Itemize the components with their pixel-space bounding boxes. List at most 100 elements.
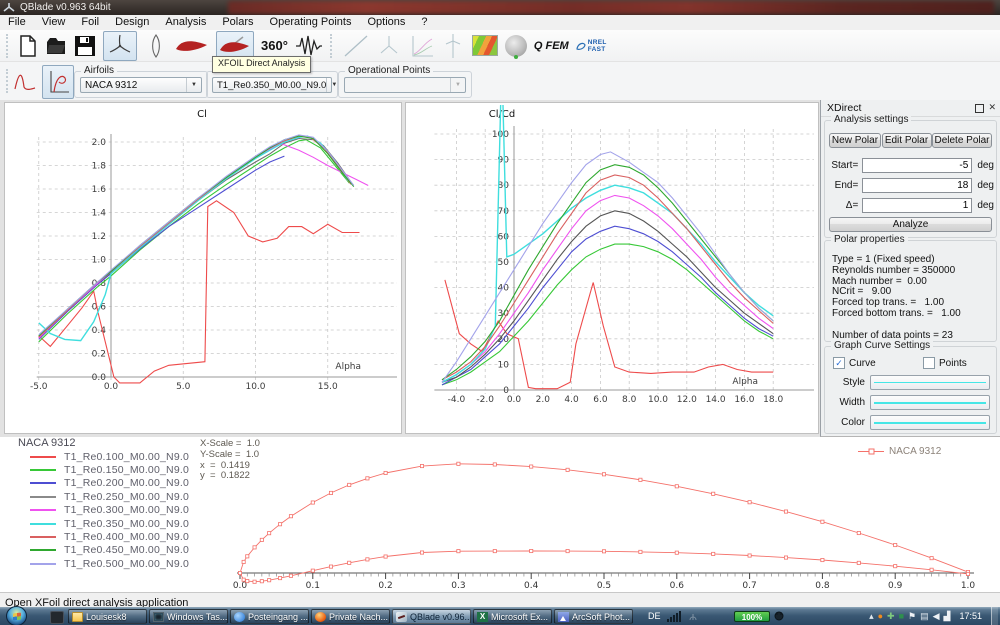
qblade-icon xyxy=(396,612,407,622)
analysis-row-label: Start= xyxy=(827,160,862,171)
inverse-design-button[interactable] xyxy=(295,33,323,59)
show-desktop-button[interactable] xyxy=(991,607,998,625)
windows-update-icon[interactable]: ▤ xyxy=(920,611,929,621)
taskbar-power-area: 100% xyxy=(734,607,785,625)
svg-text:50: 50 xyxy=(498,258,510,268)
action-center-flag-icon[interactable]: ⚑ xyxy=(908,611,916,621)
svg-text:5.0: 5.0 xyxy=(176,382,191,392)
start-angle-input[interactable] xyxy=(862,158,972,173)
label-360: 360° xyxy=(261,38,288,53)
device-sync-icon[interactable]: ✚ xyxy=(887,611,895,621)
toolbar-drag-handle[interactable] xyxy=(6,34,11,58)
taskbar-button-louisesk8[interactable]: Louisesk8 xyxy=(68,609,147,624)
svg-text:15.0: 15.0 xyxy=(318,382,338,392)
rotor-module-button[interactable] xyxy=(377,33,401,59)
blade-line-module-button[interactable] xyxy=(342,33,370,59)
new-project-button[interactable] xyxy=(18,34,38,58)
svg-text:10.0: 10.0 xyxy=(245,382,265,392)
menu-file[interactable]: File xyxy=(0,15,34,30)
network-signal-icon[interactable]: ▟ xyxy=(944,611,951,621)
toolbar-drag-handle[interactable] xyxy=(6,69,11,93)
svg-text:0.0: 0.0 xyxy=(104,382,119,392)
browser-icon xyxy=(315,612,326,622)
taskbar-button-arcsoft-phot[interactable]: ArcSoft Phot... xyxy=(554,609,633,624)
polar-select[interactable]: T1_Re0.350_M0.00_N9.0 ▼ xyxy=(212,77,332,93)
photo-icon xyxy=(558,612,569,622)
rotor-disc-module-icon[interactable] xyxy=(505,35,527,57)
end-angle-input[interactable] xyxy=(862,178,972,193)
dock-close-icon[interactable]: ✕ xyxy=(988,102,996,113)
menu-?[interactable]: ? xyxy=(413,15,435,30)
polar-extrapolation-360-button[interactable]: 360° xyxy=(261,38,288,53)
curve-color-select[interactable] xyxy=(870,415,990,430)
svg-text:70: 70 xyxy=(498,207,510,217)
curve-width-select[interactable] xyxy=(870,395,990,410)
points-checkbox-label: Points xyxy=(939,358,967,369)
cl-alpha-chart[interactable]: -5.00.05.010.015.00.00.20.40.60.81.01.21… xyxy=(5,103,401,433)
svg-text:1.2: 1.2 xyxy=(92,232,106,242)
battery-indicator[interactable]: 100% xyxy=(734,611,770,622)
turbine-module-button[interactable] xyxy=(441,33,465,59)
new-polar-button[interactable]: New Polar xyxy=(829,133,881,148)
svg-text:2.0: 2.0 xyxy=(536,395,551,405)
start-button[interactable] xyxy=(6,606,27,625)
taskbar-clock[interactable]: 17:51 xyxy=(959,611,982,621)
delta-angle-input[interactable] xyxy=(862,198,972,213)
taskbar-button-private-nach[interactable]: Private Nach... xyxy=(311,609,390,624)
menu-design[interactable]: Design xyxy=(107,15,157,30)
signal-strength-icon[interactable] xyxy=(667,611,681,622)
airfoil-red-icon xyxy=(175,37,209,55)
edit-polar-button[interactable]: Edit Polar xyxy=(882,133,932,148)
menu-analysis[interactable]: Analysis xyxy=(157,15,214,30)
rotor-blade-icon xyxy=(108,34,132,58)
avast-icon[interactable]: ● xyxy=(878,611,883,621)
polar-view-button[interactable] xyxy=(42,65,74,99)
nrel-fast-module-button[interactable]: NRELFAST xyxy=(576,39,607,53)
rotor-blade-design-button[interactable] xyxy=(103,31,137,61)
airfoil-select[interactable]: NACA 9312 ▼ xyxy=(80,77,202,93)
foil-graph-area: NACA 9312 T1_Re0.100_M0.00_N9.0T1_Re0.15… xyxy=(0,437,1000,592)
menu-operating-points[interactable]: Operating Points xyxy=(262,15,360,30)
curve-style-select[interactable] xyxy=(870,375,990,390)
direct-foil-design-button[interactable] xyxy=(175,37,209,55)
airfoils-label: Airfoils xyxy=(81,65,117,76)
analyze-button[interactable]: Analyze xyxy=(829,217,992,232)
diagonal-line-icon xyxy=(342,33,370,59)
svg-text:0.7: 0.7 xyxy=(742,581,756,591)
open-project-button[interactable] xyxy=(45,35,67,57)
language-indicator[interactable]: DE xyxy=(648,611,661,621)
airfoil-shape-plot[interactable]: 0.00.10.20.30.40.50.60.70.80.91.0 xyxy=(0,437,1000,592)
curve-checkbox[interactable]: ✓ xyxy=(833,357,845,369)
menu-options[interactable]: Options xyxy=(359,15,413,30)
colormap-module-icon[interactable] xyxy=(472,35,498,56)
polar-selected-value: T1_Re0.350_M0.00_N9.0 xyxy=(217,80,326,91)
pinned-tray-app-icon[interactable] xyxy=(50,611,64,624)
taskbar-button-windows-tas[interactable]: Windows Tas... xyxy=(149,609,228,624)
dock-float-icon[interactable] xyxy=(975,104,984,113)
cl-alpha-chart-panel: -5.00.05.010.015.00.00.20.40.60.81.01.21… xyxy=(4,102,402,434)
new-file-icon xyxy=(18,34,38,58)
save-project-button[interactable] xyxy=(74,35,96,57)
volume-muted-icon[interactable]: ◀ xyxy=(933,611,940,621)
foil-design-button[interactable] xyxy=(144,33,168,59)
taskbar-button-microsoft-ex[interactable]: XMicrosoft Ex... xyxy=(473,609,552,624)
waveform-icon xyxy=(295,33,323,59)
green-app-icon[interactable]: ■ xyxy=(899,611,904,621)
clcd-alpha-chart[interactable]: -4.0-2.00.02.04.06.08.010.012.014.016.01… xyxy=(406,103,818,433)
qfem-module-button[interactable]: Q FEM xyxy=(534,40,569,52)
polar-properties-label: Polar properties xyxy=(831,234,908,245)
svg-text:4.0: 4.0 xyxy=(564,395,579,405)
taskbar-button-qblade-v0-96[interactable]: QBlade v0.96... xyxy=(392,609,471,624)
operational-point-select[interactable]: ▼ xyxy=(344,77,466,93)
foil-view-button[interactable] xyxy=(12,67,38,95)
tray-expand-chevron-icon[interactable]: ▴ xyxy=(869,611,874,621)
simulation-graphs-button[interactable] xyxy=(408,33,434,59)
menu-polars[interactable]: Polars xyxy=(214,15,261,30)
menu-foil[interactable]: Foil xyxy=(73,15,107,30)
taskbar-button-posteingang[interactable]: Posteingang ... xyxy=(230,609,309,624)
points-checkbox[interactable] xyxy=(923,357,935,369)
curve-checkbox-label: Curve xyxy=(849,358,909,369)
delete-polar-button[interactable]: Delete Polar xyxy=(932,133,992,148)
svg-text:18.0: 18.0 xyxy=(763,395,783,405)
menu-view[interactable]: View xyxy=(34,15,74,30)
